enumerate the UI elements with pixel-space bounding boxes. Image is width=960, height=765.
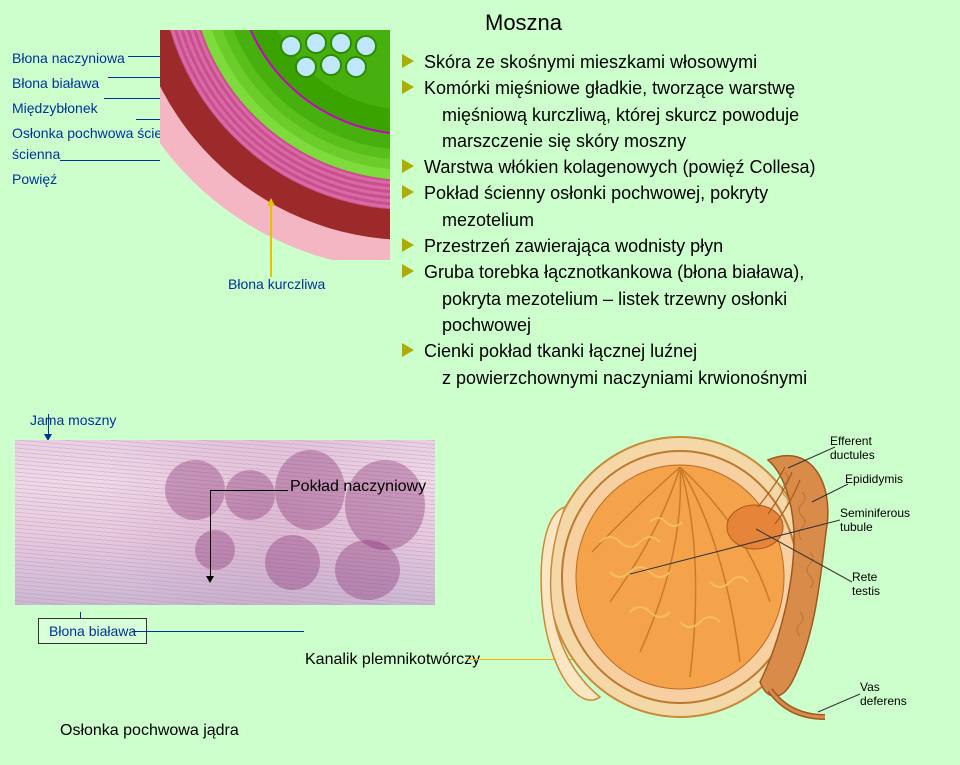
bullet-row: Skóra ze skośnymi mieszkami włosowymi bbox=[402, 50, 947, 74]
bullet-text: Komórki mięśniowe gładkie, tworzące wars… bbox=[424, 78, 795, 98]
leader-line bbox=[48, 414, 49, 436]
seminiferous-label: Seminiferous tubule bbox=[840, 506, 915, 534]
bullet-marker-icon bbox=[402, 80, 414, 94]
bullet-text: mezotelium bbox=[442, 210, 534, 230]
leader-line bbox=[270, 205, 272, 277]
bullet-text: marszczenie się skóry moszny bbox=[442, 131, 686, 151]
micrograph-image bbox=[15, 440, 435, 605]
leader-line bbox=[210, 490, 288, 491]
bullet-row: mezotelium bbox=[402, 208, 947, 232]
bullet-marker-icon bbox=[402, 54, 414, 68]
bullet-row: z powierzchownymi naczyniami krwionośnym… bbox=[402, 366, 947, 390]
bullet-text: Przestrzeń zawierająca wodnisty płyn bbox=[424, 236, 723, 256]
arrow-icon bbox=[206, 576, 214, 583]
bullet-row: Gruba torebka łącznotkankowa (błona biał… bbox=[402, 260, 947, 284]
poklad-label: Pokład naczyniowy bbox=[290, 478, 426, 496]
bullet-text: pokryta mezotelium – listek trzewny osło… bbox=[442, 289, 787, 309]
bullet-text: Cienki pokład tkanki łącznej luźnej bbox=[424, 341, 697, 361]
jama-moszny-label: Jama moszny bbox=[30, 412, 116, 428]
bullet-marker-icon bbox=[402, 159, 414, 173]
kanalik-label: Kanalik plemnikotwórczy bbox=[305, 651, 480, 669]
leader-line bbox=[210, 490, 211, 580]
epididymis-label: Epididymis bbox=[845, 472, 903, 486]
bullet-text: mięśniową kurczliwą, której skurcz powod… bbox=[442, 105, 799, 125]
bullet-row: pochwowej bbox=[402, 313, 947, 337]
bullet-row: marszczenie się skóry moszny bbox=[402, 129, 947, 153]
oslonka-label: Osłonka pochwowa jądra bbox=[60, 722, 239, 740]
bullet-marker-icon bbox=[402, 185, 414, 199]
bullet-text: Gruba torebka łącznotkankowa (błona biał… bbox=[424, 262, 804, 282]
efferent-label: Efferent ductules bbox=[830, 434, 915, 462]
bullet-row: Przestrzeń zawierająca wodnisty płyn bbox=[402, 234, 947, 258]
bullet-text: z powierzchownymi naczyniami krwionośnym… bbox=[442, 368, 807, 388]
leader-line bbox=[108, 77, 160, 78]
bullet-text: Warstwa włókien kolagenowych (powięź Col… bbox=[424, 157, 816, 177]
cross-section-diagram bbox=[160, 30, 390, 260]
page-title: Moszna bbox=[485, 10, 562, 36]
bialawa-label-box: Błona biaława bbox=[38, 618, 147, 644]
bullet-row: Komórki mięśniowe gładkie, tworzące wars… bbox=[402, 76, 947, 100]
bullet-marker-icon bbox=[402, 238, 414, 252]
bullet-marker-icon bbox=[402, 264, 414, 278]
leader-line bbox=[132, 631, 304, 632]
leader-line bbox=[60, 160, 160, 161]
bullet-row: pokryta mezotelium – listek trzewny osło… bbox=[402, 287, 947, 311]
bullet-marker-icon bbox=[402, 343, 414, 357]
bullet-row: Warstwa włókien kolagenowych (powięź Col… bbox=[402, 155, 947, 179]
leader-line bbox=[128, 56, 160, 57]
bullet-row: Cienki pokład tkanki łącznej luźnej bbox=[402, 339, 947, 363]
bullet-row: mięśniową kurczliwą, której skurcz powod… bbox=[402, 103, 947, 127]
vas-label: Vas deferens bbox=[860, 680, 915, 708]
leader-line bbox=[104, 98, 160, 99]
testis-diagram: Efferent ductules Epididymis Seminiferou… bbox=[530, 412, 915, 722]
bullet-text: pochwowej bbox=[442, 315, 531, 335]
bullet-text: Pokład ścienny osłonki pochwowej, pokryt… bbox=[424, 183, 768, 203]
kurczliwa-label: Błona kurczliwa bbox=[228, 276, 325, 292]
bullet-row: Pokład ścienny osłonki pochwowej, pokryt… bbox=[402, 181, 947, 205]
bullet-text: Skóra ze skośnymi mieszkami włosowymi bbox=[424, 52, 757, 72]
bullet-list: Skóra ze skośnymi mieszkami włosowymi Kom… bbox=[402, 50, 947, 392]
leader-line bbox=[136, 119, 160, 120]
rete-label: Rete testis bbox=[852, 570, 897, 598]
